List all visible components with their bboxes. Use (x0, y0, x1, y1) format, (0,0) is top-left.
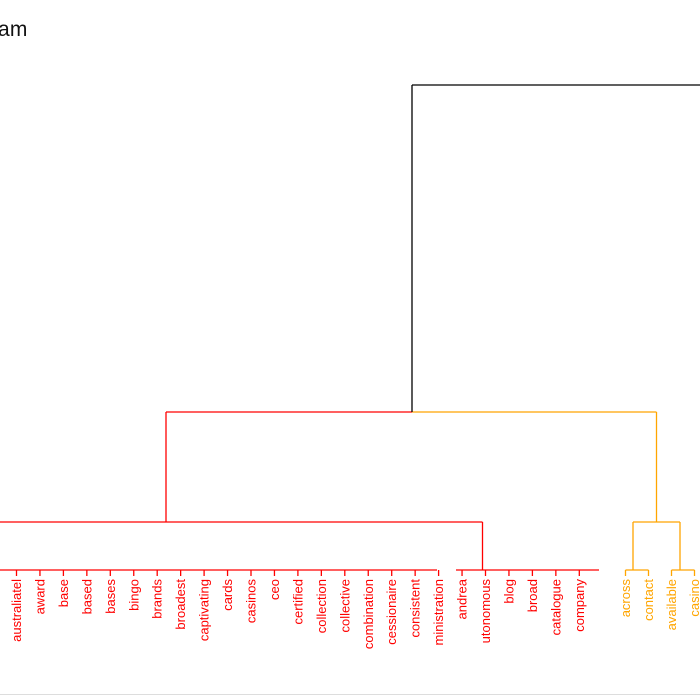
leaf-label: certified (290, 579, 305, 625)
leaf-label: collective (337, 579, 352, 632)
leaf-label: captivating (197, 579, 212, 641)
leaf-label: cessionaire (384, 579, 399, 645)
leaf-label: based (79, 579, 94, 614)
chart-title: am (0, 18, 28, 41)
leaf-label: bingo (126, 579, 141, 611)
leaf-labels: australiatel award base based bases bingo bran… (9, 578, 700, 649)
leaf-label: consistent (408, 579, 423, 638)
leaf-label: combination (361, 579, 376, 649)
leaf-label: contact (641, 579, 656, 621)
leaf-label: casinos (244, 579, 259, 624)
leaf-label: ministration (431, 579, 446, 645)
leaf-label: brands (150, 579, 165, 619)
leaf-label: available (664, 579, 679, 630)
leaf-label: bases (103, 579, 118, 614)
leaf-label: australiatel (9, 579, 24, 642)
leaf-label: across (618, 579, 633, 618)
leaf-label: award (32, 579, 47, 614)
leaf-label: andrea (455, 578, 470, 619)
dendrogram-links (0, 84, 700, 576)
leaf-label: blog (501, 579, 516, 604)
leaf-label: cards (220, 579, 235, 611)
leaf-label: catalogue (548, 579, 563, 635)
leaf-label: broadest (173, 579, 188, 630)
bottom-divider (0, 694, 700, 695)
leaf-label: ceo (267, 579, 282, 600)
leaf-label: casino (687, 579, 700, 617)
leaf-label: utonomous (478, 579, 493, 644)
leaf-label: base (56, 579, 71, 607)
leaf-label: broad (525, 579, 540, 612)
leaf-label: company (572, 579, 587, 632)
leaf-label: collection (314, 579, 329, 633)
